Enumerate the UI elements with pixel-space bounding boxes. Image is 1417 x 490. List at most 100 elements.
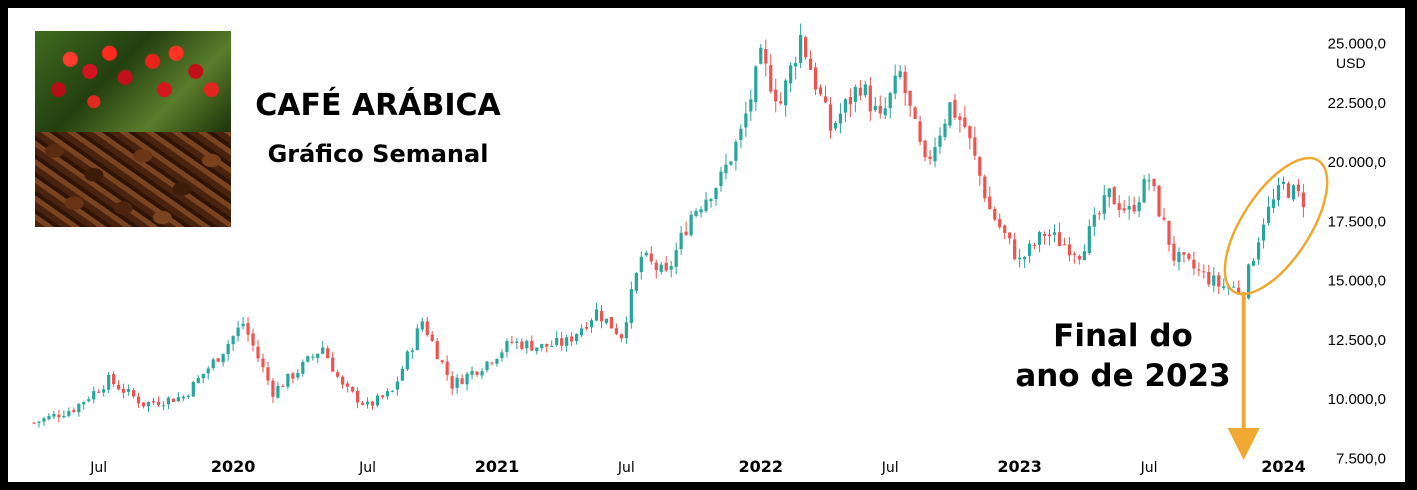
candle-body: [948, 102, 952, 126]
coffee-cherries-image: [35, 31, 231, 132]
candle-body: [1018, 257, 1022, 260]
candle-body: [331, 357, 335, 372]
candle-body: [963, 117, 967, 128]
candle-body: [455, 377, 459, 388]
candle-body: [1237, 287, 1241, 293]
candle-body: [435, 341, 439, 360]
candle-body: [176, 397, 180, 402]
y-axis: 25.000,0 22.500,0 20.000,0 17.500,0 15.000,0…: [1328, 36, 1386, 468]
candle-body: [112, 373, 116, 385]
candle-body: [734, 141, 738, 161]
candle-body: [694, 210, 698, 216]
x-tick-label: 2022: [739, 457, 784, 476]
candle-body: [166, 397, 171, 405]
candle-body: [739, 128, 743, 140]
candle-body: [107, 374, 111, 390]
candle-body: [465, 373, 469, 385]
candle-body: [1122, 208, 1126, 211]
candle-body: [102, 389, 106, 393]
candle-body: [923, 140, 927, 158]
candle-body: [769, 65, 773, 92]
candle-body: [236, 327, 240, 337]
candle-body: [594, 309, 599, 321]
y-tick-label: 15.000,0: [1328, 273, 1386, 290]
candle-body: [1047, 234, 1052, 237]
candle-body: [699, 209, 703, 213]
candle-body: [77, 403, 81, 413]
candle-body: [1067, 244, 1072, 256]
candle-body: [1102, 195, 1106, 214]
candle-body: [649, 253, 653, 262]
candle-body: [480, 371, 484, 376]
candle-body: [1008, 232, 1012, 239]
candle-body: [97, 391, 101, 393]
candle-body: [47, 415, 51, 420]
candle-body: [609, 317, 614, 329]
candle-body: [161, 405, 166, 407]
candle-body: [316, 353, 320, 358]
candle-body: [754, 66, 758, 103]
annotation-line-2: ano de 2023: [1015, 358, 1231, 394]
candle-body: [415, 328, 419, 351]
candle-body: [669, 266, 673, 270]
candle-body: [629, 289, 633, 323]
candle-body: [764, 49, 768, 64]
x-tick-label: Jul: [1140, 460, 1158, 476]
candle-body: [246, 323, 250, 335]
candle-body: [326, 348, 330, 359]
candle-body: [973, 137, 977, 156]
coffee-photo: [35, 31, 231, 227]
candle-body: [1097, 213, 1101, 215]
candle-body: [579, 328, 584, 336]
candle-body: [704, 199, 708, 211]
candle-body: [341, 376, 345, 385]
candle-body: [993, 209, 997, 220]
candle-body: [460, 378, 464, 385]
candle-body: [1057, 232, 1062, 247]
candle-body: [808, 58, 813, 70]
candle-body: [1276, 185, 1281, 201]
candle-body: [1152, 178, 1156, 187]
candle-body: [1087, 226, 1091, 254]
candle-body: [724, 164, 728, 174]
candle-body: [301, 361, 305, 374]
candle-body: [1212, 275, 1216, 286]
candle-body: [604, 318, 609, 323]
candle-body: [888, 93, 892, 109]
candle-body: [639, 256, 643, 273]
candle-body: [201, 373, 205, 379]
candle-body: [575, 334, 579, 342]
candle-body: [350, 386, 355, 392]
x-tick-label: 2020: [211, 457, 256, 476]
candle-body: [346, 383, 350, 387]
highlight-ellipse: [1223, 156, 1329, 296]
candle-body: [689, 214, 693, 236]
candle-body: [1192, 259, 1196, 269]
candle-body: [714, 188, 718, 200]
candle-body: [1261, 224, 1266, 241]
candle-body: [490, 362, 494, 364]
candle-body: [599, 310, 604, 322]
candle-body: [535, 347, 539, 352]
candle-body: [614, 328, 619, 335]
candle-body: [818, 87, 823, 95]
candle-body: [1247, 264, 1251, 299]
candle-body: [823, 96, 828, 103]
candle-body: [873, 105, 877, 111]
y-axis-unit: USD: [1336, 55, 1366, 71]
candle-body: [430, 334, 434, 342]
candle-body: [395, 381, 399, 390]
candle-body: [1132, 204, 1136, 212]
candle-body: [410, 350, 414, 352]
candle-body: [256, 346, 260, 359]
candle-body: [988, 196, 992, 210]
candle-body: [296, 372, 300, 378]
candle-body: [953, 99, 957, 118]
candle-body: [540, 343, 544, 348]
candle-body: [336, 372, 340, 377]
candle-body: [589, 320, 594, 328]
candle-body: [1062, 244, 1067, 246]
candle-body: [1202, 271, 1206, 273]
candle-body: [425, 321, 429, 336]
candle-body: [943, 123, 947, 138]
